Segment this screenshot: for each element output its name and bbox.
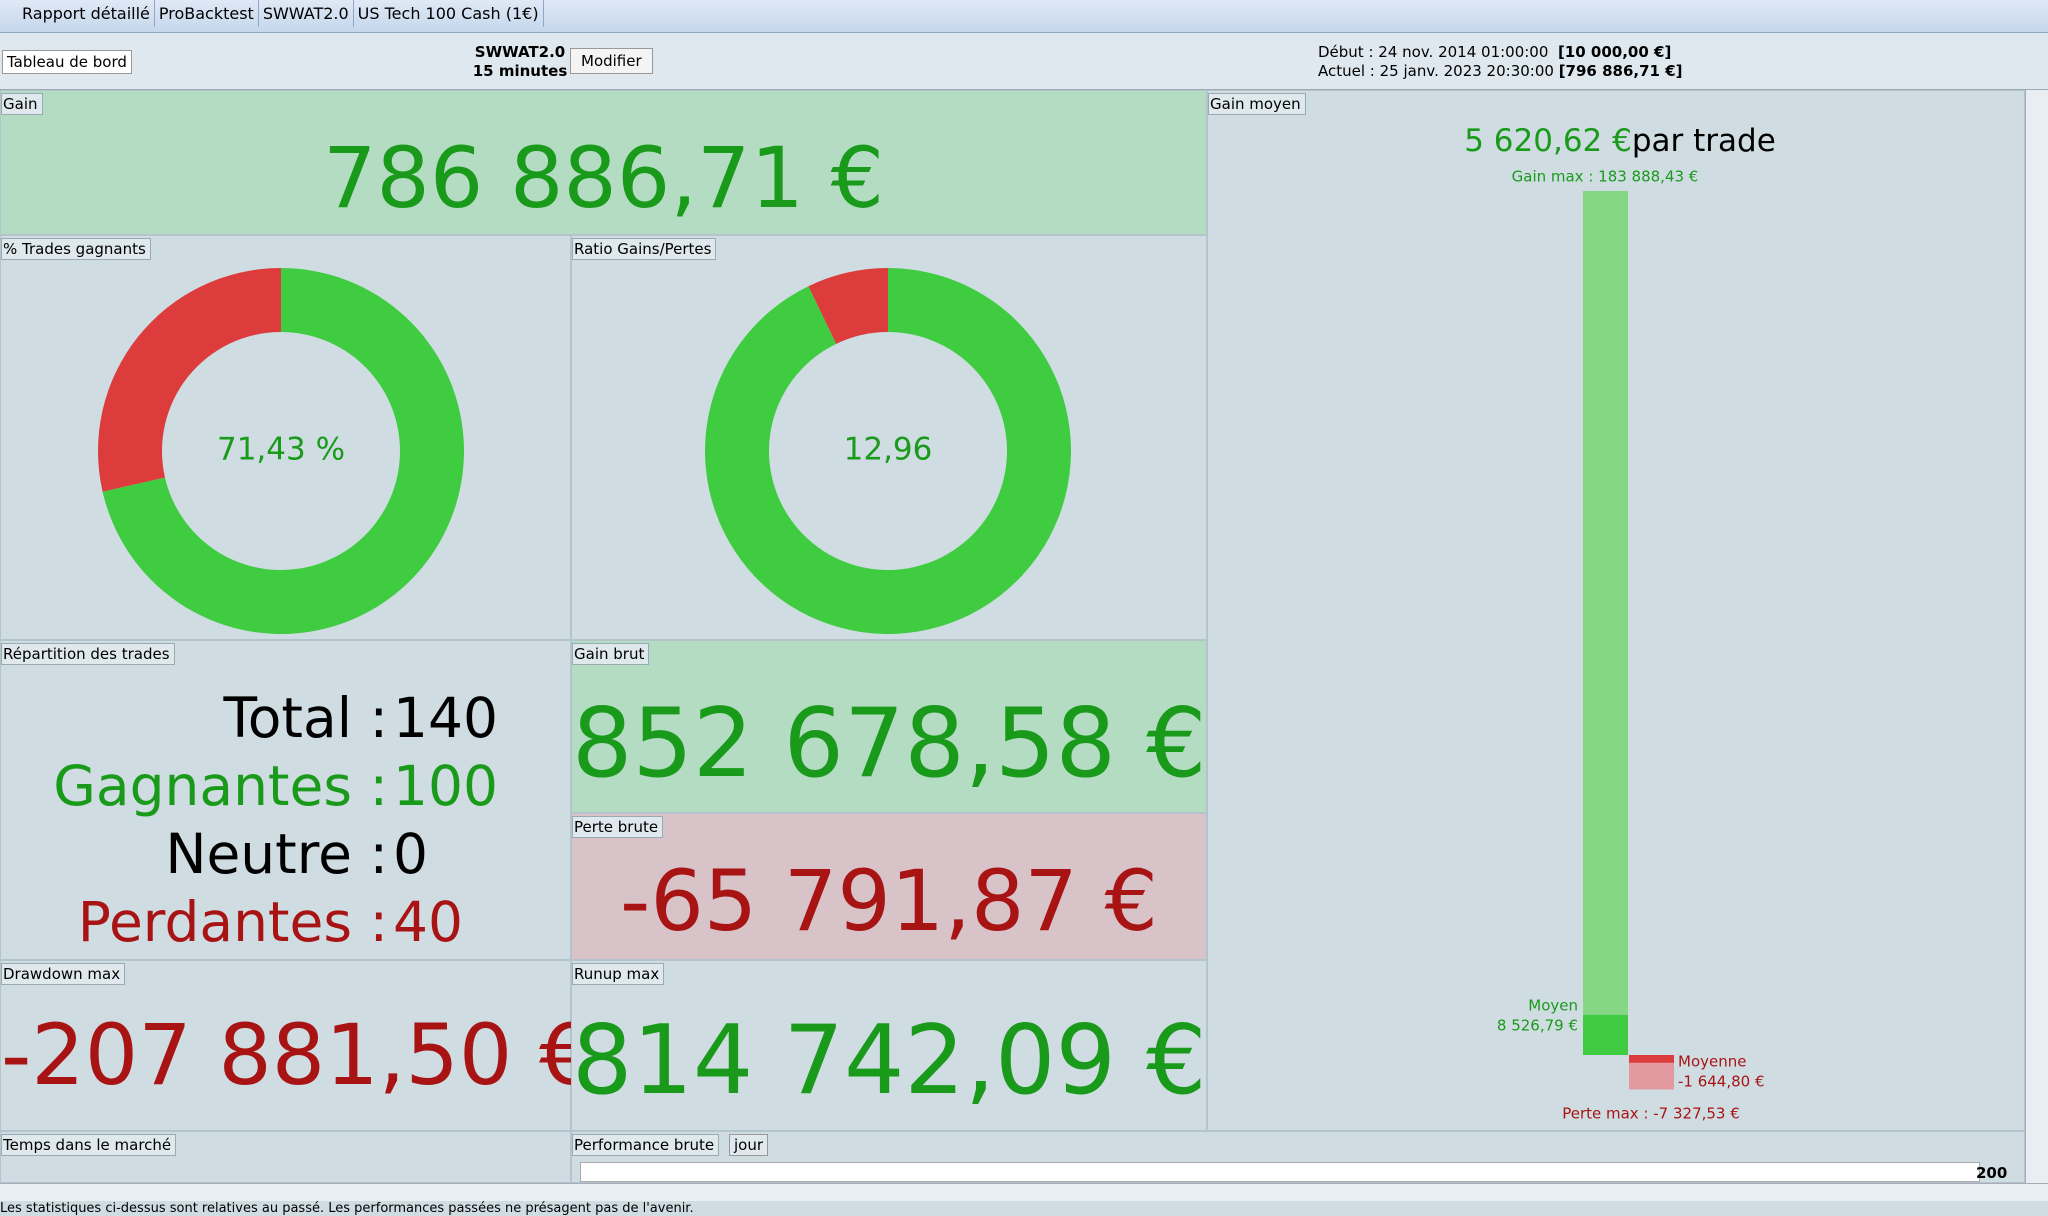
panel-title: Perte brute [572,816,664,838]
current-date: 25 janv. 2023 20:30:00 [1379,62,1554,80]
current-label: Actuel : [1318,62,1375,80]
gross-loss-value: -65 791,87 € [620,852,1158,950]
gain-value: 786 886,71 € [322,129,885,227]
panel-title: Ratio Gains/Pertes [572,238,717,260]
donut-loss [808,268,888,344]
performance-panel: Performance brute jour 200 00 [571,1131,2025,1200]
toolbar: Tableau de bord SWWAT2.0 15 minutes Modif… [0,33,2048,90]
footer: Les statistiques ci-dessus sont relative… [0,1201,694,1216]
panel-title: Runup max [572,963,665,985]
modify-button[interactable]: Modifier [570,48,653,74]
max-loss-label: Perte max : -7 327,53 € [1562,1105,1740,1123]
row-value: 0 [393,822,428,886]
start-capital: [10 000,00 €] [1557,43,1672,61]
bar [1583,1014,1628,1055]
row-value: 40 [393,890,463,954]
current-capital: [796 886,71 €] [1558,62,1683,80]
tab[interactable]: Rapport détaillé [0,0,155,27]
average-value: 5 620,62 € [1464,123,1632,159]
start-date: 24 nov. 2014 01:00:00 [1378,43,1549,61]
donut-win [705,268,1072,634]
panel-title: Drawdown max [1,963,126,985]
max-gain-label: Gain max : 183 888,43 € [1512,168,1699,186]
chart-area [580,1162,1980,1182]
panel-title: % Trades gagnants [1,238,151,260]
runup-value: 814 742,09 € [572,1006,1207,1116]
row-value: 140 [393,686,498,750]
period-info: Début : 24 nov. 2014 01:00:00 [10 000,00… [1318,43,1683,81]
avg-win-name: Moyen [1528,997,1578,1015]
row-label: Gagnantes : [53,754,388,818]
panel-title: Répartition des trades [1,643,175,665]
bar [1629,1055,1674,1063]
tab[interactable]: ProBacktest [155,0,259,27]
system-info: SWWAT2.0 15 minutes [470,43,570,81]
row-value: 100 [393,754,498,818]
row-label: Total : [223,686,388,750]
h-scrollbar[interactable] [0,1183,2048,1201]
dashboard-select[interactable]: Tableau de bord [2,50,132,74]
panel-title: Gain [1,93,43,115]
tab[interactable]: US Tech 100 Cash (1€) [354,0,544,27]
runup-panel: Runup max 814 742,09 € [571,960,1207,1131]
average-unit: par trade [1632,123,1776,159]
timeframe: 15 minutes [472,62,568,80]
trades-panel: Répartition des trades Total :140 Gagnant… [0,640,571,960]
gain-panel: Gain 786 886,71 € [0,90,1207,235]
panel-title: Gain moyen [1208,93,1306,115]
system-name: SWWAT2.0 [474,43,566,61]
time-panel: Temps dans le marché [0,1131,571,1183]
panel-title: Temps dans le marché [1,1134,177,1156]
average-title: 5 620,62 €par trade [1464,123,1776,159]
donut-win [102,268,464,634]
title-bar: Rapport détaillé ProBacktest SWWAT2.0 US Te… [0,0,2048,33]
chart-layer: 71,43 % 12,96 5 620,62 €par trade Gain max … [98,123,1776,1123]
gross-loss-panel: Perte brute -65 791,87 € [571,813,1207,960]
scrollbar[interactable] [2025,90,2048,1183]
panel-title: Performance brute [572,1134,720,1156]
row-label: Neutre : [165,822,388,886]
tab[interactable]: SWWAT2.0 [259,0,354,27]
avg-loss-label: -1 644,80 € [1678,1073,1765,1091]
row-label: Perdantes : [77,890,388,954]
gross-gain-panel: Gain brut 852 678,58 € [571,640,1207,813]
avg-win-label: 8 526,79 € [1497,1017,1578,1035]
period-select[interactable]: jour [729,1134,769,1156]
start-label: Début : [1318,43,1374,61]
gross-gain-value: 852 678,58 € [572,689,1207,799]
donut-loss [98,268,281,492]
panel-title: Gain brut [572,643,650,665]
drawdown-value: -207 881,50 € [1,1006,593,1104]
avg-loss-name: Moyenne [1678,1053,1746,1071]
drawdown-panel: Drawdown max -207 881,50 € [0,960,593,1131]
bar [1583,191,1628,1055]
donut-label: 12,96 [844,432,933,468]
donut-label: 71,43 % [217,432,345,468]
